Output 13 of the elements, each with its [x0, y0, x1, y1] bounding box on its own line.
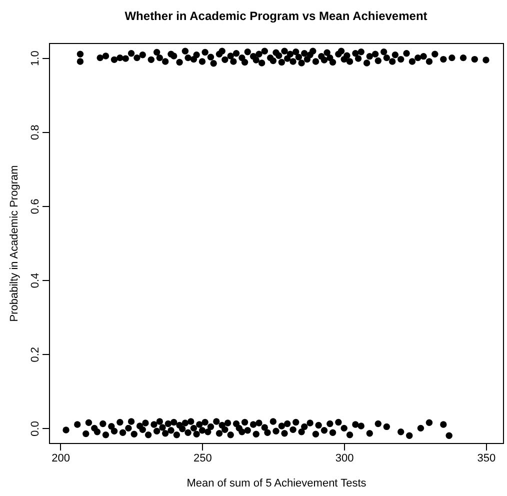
- y-tick-label: 0.8: [30, 124, 42, 140]
- x-tick-label: 350: [477, 452, 496, 464]
- x-tick-label: 250: [194, 452, 212, 464]
- y-tick-label: 0.6: [30, 198, 42, 214]
- x-tick-label: 300: [335, 452, 354, 464]
- y-tick-label: 1.0: [30, 50, 42, 66]
- y-axis-title: Probabilty in Academic Program: [8, 165, 20, 322]
- chart-title: Whether in Academic Program vs Mean Achievement: [124, 9, 428, 23]
- y-tick-label: 0.4: [30, 272, 42, 288]
- x-axis-title: Mean of sum of 5 Achievement Tests: [186, 478, 367, 490]
- x-tick-label: 200: [52, 452, 70, 464]
- y-tick-label: 0.2: [30, 346, 42, 362]
- y-tick-label: 0.0: [30, 421, 42, 436]
